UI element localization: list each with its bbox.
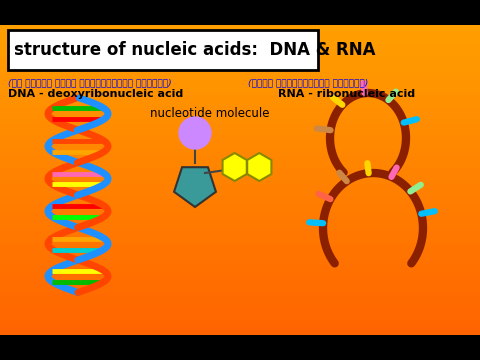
Bar <box>0 202 480 207</box>
Bar <box>0 288 480 292</box>
Bar <box>0 280 480 285</box>
Bar <box>0 148 480 153</box>
Bar <box>0 237 480 242</box>
Bar <box>0 307 480 312</box>
Bar <box>0 125 480 130</box>
Bar <box>0 98 480 103</box>
Bar <box>0 78 480 83</box>
Bar <box>0 335 480 360</box>
Bar <box>0 326 480 331</box>
Bar <box>0 276 480 281</box>
Bar <box>0 206 480 211</box>
Bar <box>0 129 480 134</box>
Bar <box>0 222 480 226</box>
Bar <box>0 253 480 257</box>
Bar <box>0 245 480 250</box>
Bar <box>0 40 480 44</box>
Bar <box>0 117 480 122</box>
Bar <box>0 256 480 261</box>
Bar <box>0 47 480 52</box>
Bar <box>0 67 480 72</box>
Bar <box>0 225 480 230</box>
Bar <box>0 194 480 199</box>
Bar <box>0 71 480 75</box>
Bar <box>0 113 480 118</box>
Bar <box>0 163 480 168</box>
Polygon shape <box>223 153 247 181</box>
Bar <box>0 330 480 335</box>
Bar <box>0 229 480 234</box>
Bar <box>0 175 480 180</box>
Text: (ரைபோ நியூக்ளிக் அமிலம்): (ரைபோ நியூக்ளிக் அமிலம்) <box>248 78 368 87</box>
Bar <box>0 183 480 188</box>
Bar <box>0 86 480 91</box>
Bar <box>0 268 480 273</box>
Bar <box>0 140 480 145</box>
Bar <box>0 82 480 87</box>
Bar <box>0 55 480 60</box>
Bar <box>0 198 480 203</box>
Bar <box>0 144 480 149</box>
Bar <box>0 233 480 238</box>
Bar <box>0 167 480 172</box>
Bar <box>0 264 480 269</box>
Bar <box>0 214 480 219</box>
Bar <box>0 136 480 141</box>
Bar <box>0 171 480 176</box>
Text: DNA - deoxyribonucleic acid: DNA - deoxyribonucleic acid <box>8 89 183 99</box>
Bar <box>0 260 480 265</box>
Bar <box>0 0 480 25</box>
Text: (டி ஆக்ஸி ரைபோ நியூக்ளிக் அமிலம்): (டி ஆக்ஸி ரைபோ நியூக்ளிக் அமிலம்) <box>8 78 172 87</box>
Bar <box>0 132 480 138</box>
Bar <box>0 43 480 48</box>
Polygon shape <box>174 167 216 207</box>
Bar <box>0 121 480 126</box>
Bar <box>0 311 480 316</box>
Bar <box>0 94 480 99</box>
Bar <box>0 179 480 184</box>
Bar <box>0 210 480 215</box>
Bar <box>0 284 480 288</box>
Bar <box>0 191 480 195</box>
Bar <box>0 109 480 114</box>
Text: nucleotide molecule: nucleotide molecule <box>150 107 270 120</box>
Bar <box>0 105 480 110</box>
Bar <box>8 30 318 70</box>
Bar <box>0 51 480 56</box>
Text: RNA - ribonucleic acid: RNA - ribonucleic acid <box>278 89 415 99</box>
Bar <box>0 187 480 192</box>
Bar <box>0 63 480 68</box>
Circle shape <box>179 117 211 149</box>
Bar <box>0 322 480 327</box>
Bar <box>0 90 480 95</box>
Bar <box>0 36 480 40</box>
Bar <box>0 156 480 161</box>
Bar <box>0 75 480 79</box>
Bar <box>0 24 480 29</box>
Bar <box>0 272 480 277</box>
Bar <box>0 28 480 33</box>
Bar <box>0 319 480 323</box>
Bar <box>0 59 480 64</box>
Polygon shape <box>247 153 272 181</box>
Bar <box>0 295 480 300</box>
Bar <box>0 241 480 246</box>
Bar <box>0 315 480 320</box>
Bar <box>0 303 480 308</box>
Bar <box>0 291 480 296</box>
Bar <box>0 32 480 37</box>
Bar <box>0 249 480 254</box>
Text: structure of nucleic acids:  DNA & RNA: structure of nucleic acids: DNA & RNA <box>14 41 375 59</box>
Bar <box>0 152 480 157</box>
Bar <box>0 159 480 165</box>
Bar <box>0 218 480 222</box>
Bar <box>0 299 480 304</box>
Bar <box>0 102 480 106</box>
